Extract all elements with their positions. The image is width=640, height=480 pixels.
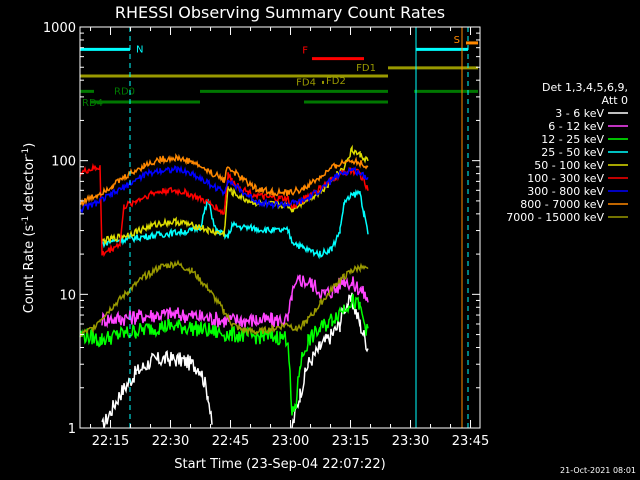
state-bar-label: RD0	[114, 86, 135, 97]
x-axis-label: Start Time (23-Sep-04 22:07:22)	[174, 457, 385, 472]
x-tick-label: 22:30	[152, 434, 189, 449]
y-axis-label-main: Count Rate (s	[22, 225, 37, 314]
series-line	[79, 293, 369, 416]
legend-entry-label: 25 - 50 keV	[541, 146, 604, 159]
y-tick-label: 100	[51, 155, 76, 170]
legend-entry-label: 3 - 6 keV	[555, 107, 604, 120]
state-bar-label: FD4	[296, 77, 316, 88]
x-tick-label: 22:15	[92, 434, 129, 449]
legend-entry-label: 7000 - 15000 keV	[506, 211, 604, 224]
state-bar-label: F	[302, 46, 308, 57]
x-tick-label: 23:00	[272, 434, 309, 449]
legend-entry-label: 100 - 300 keV	[527, 172, 604, 185]
series-line	[101, 292, 369, 429]
x-tick-label: 23:45	[452, 434, 489, 449]
series-line	[101, 188, 369, 260]
state-bar-label: FD2	[326, 76, 346, 87]
x-tick-label: 23:15	[332, 434, 369, 449]
legend-header-line2: Att 0	[602, 94, 628, 107]
y-axis-label: Count Rate (s-1 detector-1)	[21, 143, 37, 314]
y-tick-label: 1	[68, 422, 76, 437]
plot-lines	[79, 144, 369, 429]
y-axis-label-sup2: -1	[21, 148, 31, 157]
state-bars: N F S FD1 FD2 RD0 RD4 FD4	[80, 35, 478, 109]
legend-entry-label: 800 - 7000 keV	[520, 198, 604, 211]
state-bar-label: N	[136, 44, 143, 55]
state-vertical-lines	[129, 27, 469, 428]
series-line	[101, 144, 369, 246]
series-line	[79, 162, 369, 258]
state-bar-label: RD4	[82, 98, 103, 109]
x-axis-ticks: 22:15 22:30 22:45 23:00 23:15 23:30 23:45	[90, 27, 489, 449]
legend-entry-label: 12 - 25 keV	[541, 133, 604, 146]
series-line	[79, 164, 369, 214]
plot-frame	[79, 26, 481, 429]
legend-entry-label: 50 - 100 keV	[534, 159, 604, 172]
state-bar-label: S	[454, 35, 460, 46]
series-line	[79, 259, 369, 338]
y-axis-label-end: )	[22, 143, 37, 148]
chart-title: RHESSI Observing Summary Count Rates	[115, 3, 445, 22]
legend-entry-label: 6 - 12 keV	[548, 120, 604, 133]
x-tick-label: 22:45	[212, 434, 249, 449]
x-tick-label: 23:30	[392, 434, 429, 449]
legend-header-line1: Det 1,3,4,5,6,9,	[542, 81, 628, 94]
timestamp: 21-Oct-2021 08:01	[560, 466, 636, 475]
series-line	[101, 274, 369, 329]
y-tick-label: 1000	[43, 21, 76, 36]
series-line	[79, 153, 369, 207]
y-axis-label-mid: detector	[22, 156, 37, 216]
legend-entry-label: 300 - 800 keV	[527, 185, 604, 198]
state-bar-label: FD1	[356, 63, 376, 74]
y-tick-label: 10	[59, 288, 76, 303]
y-axis-label-sup1: -1	[21, 216, 31, 225]
y-axis-ticks: 1 10 100 1000	[43, 21, 480, 437]
